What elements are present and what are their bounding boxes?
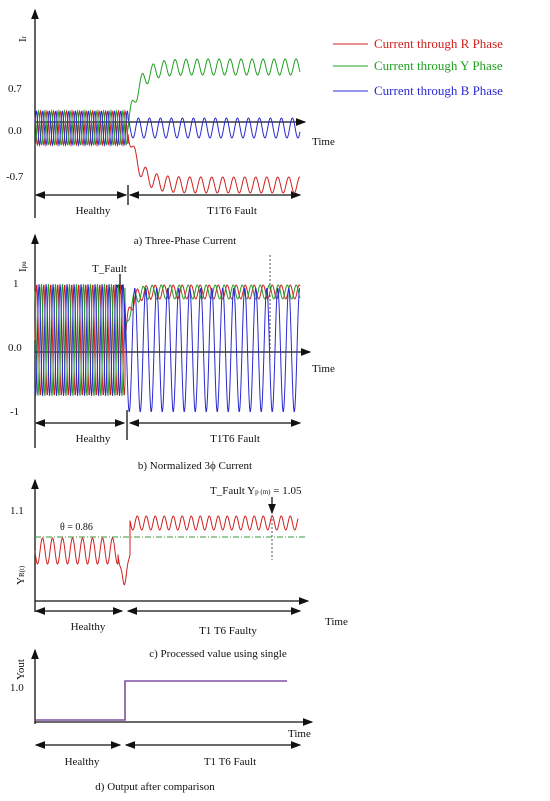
y-tick-label: 0.0 [8, 342, 22, 354]
phase-current [34, 109, 300, 194]
output-step [35, 680, 287, 721]
y-tick-label: -1 [10, 406, 19, 418]
legend-text: Current through B Phase [374, 83, 503, 98]
legend-text: Current through Y Phase [374, 58, 503, 73]
healthy-label: Healthy [71, 621, 106, 633]
marker-label: T_Fault Yp (m) = 1.05 [210, 485, 302, 497]
y-label: Yout [15, 659, 27, 680]
panel-c: YR(t) 1.1 θ = 0.86 T_Fault Yp (m) = 1.05… [10, 478, 348, 660]
threshold-label: θ = 0.86 [60, 522, 93, 533]
y-label: YR(t) [15, 565, 27, 585]
processed-value [34, 515, 299, 586]
waveforms [34, 58, 301, 586]
y-label: Ir [17, 35, 29, 42]
fault-label: T1T6 Fault [210, 433, 260, 445]
y-tick-label: -0.7 [6, 171, 24, 183]
x-label: Time [325, 616, 348, 628]
healthy-label: Healthy [76, 433, 111, 445]
caption: c) Processed value using single [149, 648, 287, 660]
healthy-label: Healthy [76, 205, 111, 217]
y-tick-label: 1.1 [10, 505, 24, 517]
fault-label: T1 T6 Fault [204, 756, 256, 768]
phase-current [34, 110, 301, 147]
fault-label: T1T6 Fault [207, 205, 257, 217]
y-label: Ipu [17, 261, 29, 272]
phase-current [34, 58, 301, 146]
healthy-label: Healthy [65, 756, 100, 768]
x-label: Time [288, 728, 311, 740]
caption: d) Output after comparison [95, 781, 215, 793]
y-tick-label: 1 [13, 278, 19, 290]
x-label: Time [312, 136, 335, 148]
x-label: Time [312, 363, 335, 375]
marker-label: T_Fault [92, 263, 127, 275]
y-tick-label: 0.0 [8, 125, 22, 137]
caption: b) Normalized 3ϕ Current [138, 460, 252, 472]
normalized-current [34, 284, 300, 412]
caption: a) Three-Phase Current [134, 235, 236, 247]
y-tick-label: 0.7 [8, 83, 22, 95]
legend-text: Current through R Phase [374, 36, 503, 51]
panel-d: Yout 1.0 Time Healthy T1 T6 Fault d) Out… [10, 648, 314, 793]
y-tick-label: 1.0 [10, 682, 24, 694]
fault-label: T1 T6 Faulty [199, 625, 257, 637]
